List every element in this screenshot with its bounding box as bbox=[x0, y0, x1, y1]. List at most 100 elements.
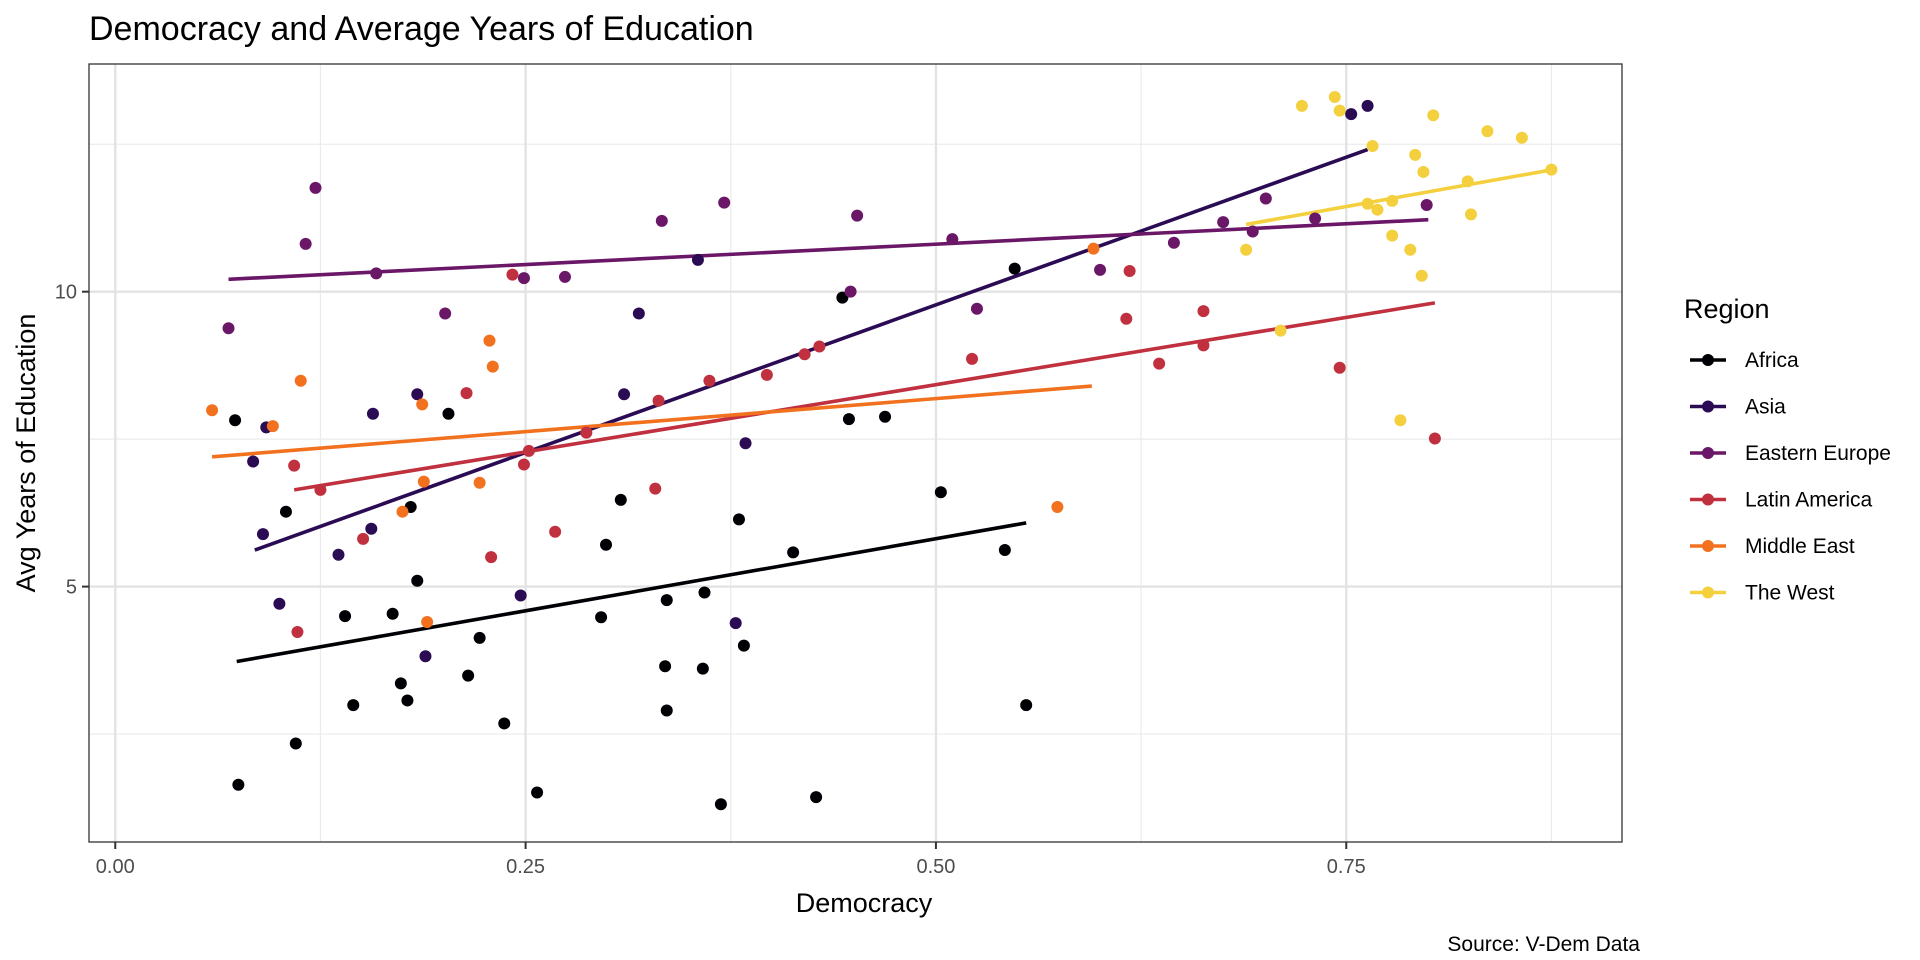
middle-east-point bbox=[266, 420, 279, 433]
legend-label: Middle East bbox=[1745, 535, 1855, 558]
asia-point bbox=[691, 253, 704, 266]
plot-panel-border bbox=[88, 63, 1623, 843]
chart-title: Democracy and Average Years of Education bbox=[89, 10, 754, 48]
eastern-europe-point bbox=[844, 285, 857, 298]
asia-point bbox=[256, 528, 269, 541]
africa-point bbox=[732, 513, 745, 526]
legend-key-point bbox=[1702, 354, 1714, 366]
latin-america-point bbox=[703, 374, 716, 387]
eastern-europe-point bbox=[1167, 236, 1180, 249]
legend-label: The West bbox=[1745, 582, 1835, 605]
asia-point bbox=[514, 589, 527, 602]
eastern-europe-point bbox=[222, 322, 235, 335]
series-asia-points bbox=[247, 99, 1374, 663]
the-west-point bbox=[1361, 197, 1374, 210]
africa-point bbox=[810, 791, 823, 804]
the-west-point bbox=[1274, 324, 1287, 337]
legend-key-point bbox=[1702, 493, 1714, 506]
data-points bbox=[206, 91, 1558, 811]
africa-point bbox=[1008, 262, 1021, 275]
the-west-point bbox=[1415, 269, 1428, 282]
latin-america-point bbox=[580, 426, 593, 439]
y-tick-label: 10 bbox=[55, 282, 77, 304]
latin-america-point bbox=[966, 352, 979, 365]
latin-america-point bbox=[291, 626, 304, 639]
latin-america-point bbox=[314, 483, 327, 496]
middle-east-point bbox=[417, 475, 430, 488]
africa-point bbox=[787, 546, 800, 559]
asia-point bbox=[739, 437, 752, 450]
africa-point bbox=[614, 493, 627, 506]
africa-point bbox=[232, 778, 245, 791]
x-axis: 0.00 0.25 0.50 0.75 bbox=[96, 842, 1366, 878]
latin-america-point bbox=[506, 268, 519, 281]
africa-point bbox=[842, 413, 855, 426]
legend-item-the-west: The West bbox=[1690, 582, 1835, 605]
asia-point bbox=[632, 307, 645, 320]
latin-america-point bbox=[1120, 312, 1133, 325]
latin-america-point bbox=[485, 551, 498, 564]
y-axis: 5 10 bbox=[55, 282, 89, 599]
middle-east-point bbox=[1087, 242, 1100, 255]
x-tick-label: 0.25 bbox=[506, 856, 545, 878]
asia-point bbox=[366, 407, 379, 420]
africa-point bbox=[934, 486, 947, 499]
the-west-point bbox=[1481, 125, 1494, 138]
y-tick-label: 5 bbox=[66, 577, 77, 599]
legend-item-latin-america: Latin America bbox=[1690, 489, 1873, 512]
legend: Region Africa Asia Eastern Europe Latin Ame… bbox=[1684, 294, 1891, 605]
middle-east-point bbox=[294, 374, 307, 387]
legend-key-point bbox=[1702, 586, 1714, 599]
x-tick-label: 0.50 bbox=[916, 856, 955, 878]
eastern-europe-point bbox=[439, 307, 452, 320]
eastern-europe-point bbox=[1420, 198, 1433, 211]
series-latin-america-points bbox=[288, 265, 1441, 639]
grid bbox=[89, 64, 1622, 842]
legend-key-point bbox=[1702, 400, 1714, 413]
the-west-point bbox=[1295, 99, 1308, 112]
africa-point bbox=[660, 704, 673, 717]
middle-east-point bbox=[396, 505, 409, 518]
eastern-europe-point bbox=[946, 233, 959, 246]
latin-america-point bbox=[1153, 357, 1166, 370]
africa-point bbox=[714, 798, 727, 811]
series-africa-points bbox=[229, 262, 1033, 811]
eastern-europe-point bbox=[309, 181, 322, 194]
latin-america-point bbox=[813, 340, 826, 353]
africa-point bbox=[698, 586, 711, 599]
x-tick-label: 0.75 bbox=[1327, 856, 1366, 878]
trend-lines bbox=[211, 147, 1554, 664]
latin-america-point bbox=[288, 459, 301, 472]
africa-point bbox=[347, 699, 360, 712]
middle-east-trend-line bbox=[211, 384, 1092, 459]
latin-america-point bbox=[1197, 305, 1210, 318]
middle-east-point bbox=[486, 360, 499, 373]
asia-point bbox=[411, 388, 424, 401]
the-west-point bbox=[1417, 165, 1430, 178]
the-west-point bbox=[1240, 243, 1253, 256]
eastern-europe-point bbox=[718, 196, 731, 209]
the-west-point bbox=[1409, 148, 1422, 161]
eastern-europe-point bbox=[1259, 192, 1272, 205]
asia-point bbox=[729, 617, 742, 630]
eastern-europe-point bbox=[1309, 212, 1322, 225]
legend-key-point bbox=[1702, 540, 1714, 552]
legend-item-africa: Africa bbox=[1690, 349, 1799, 372]
legend-label: Africa bbox=[1745, 349, 1799, 372]
africa-point bbox=[737, 639, 750, 652]
latin-america-point bbox=[460, 387, 473, 400]
latin-america-point bbox=[652, 394, 665, 407]
latin-america-point bbox=[649, 482, 662, 495]
asia-point bbox=[1345, 108, 1358, 121]
legend-label: Latin America bbox=[1745, 489, 1873, 512]
the-west-trend-line bbox=[1245, 167, 1554, 227]
series-middle-east-points bbox=[206, 242, 1100, 628]
asia-point bbox=[273, 597, 286, 610]
middle-east-point bbox=[473, 476, 486, 489]
eastern-europe-point bbox=[970, 302, 983, 315]
the-west-point bbox=[1404, 243, 1417, 256]
the-west-point bbox=[1464, 208, 1477, 221]
series-the-west-points bbox=[1240, 91, 1558, 427]
africa-point bbox=[411, 574, 424, 587]
